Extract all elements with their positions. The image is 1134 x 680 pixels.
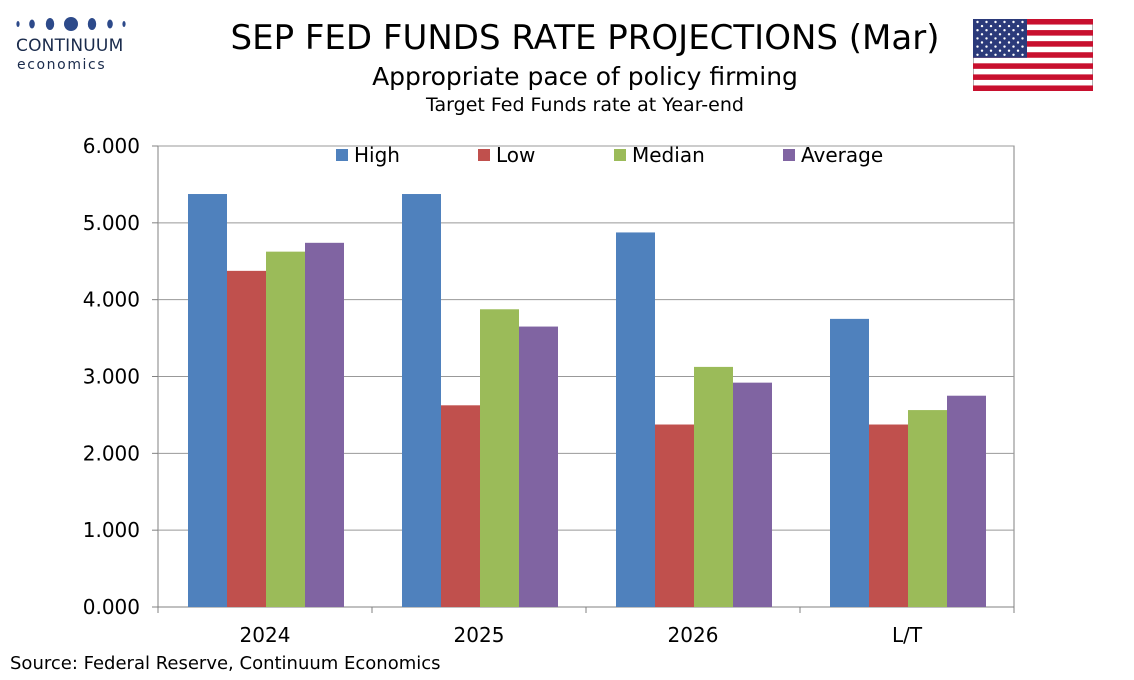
legend-label: Median	[632, 143, 705, 167]
bar-low-2025	[441, 405, 480, 607]
legend-label: High	[354, 143, 400, 167]
y-tick-label: 0.000	[83, 595, 140, 619]
bar-high-2026	[616, 232, 655, 607]
x-tick-label: 2025	[454, 623, 505, 647]
y-tick-label: 3.000	[83, 365, 140, 389]
legend-swatch	[783, 149, 795, 161]
bar-high-2024	[188, 194, 227, 608]
legend-swatch	[478, 149, 490, 161]
x-tick-label: 2024	[240, 623, 291, 647]
x-tick-label: 2026	[668, 623, 719, 647]
legend-item-average: Average	[783, 142, 883, 168]
bar-average-lt	[947, 395, 986, 607]
us-flag-icon	[973, 19, 1093, 91]
bar-average-2026	[733, 382, 772, 607]
legend-label: Low	[496, 143, 536, 167]
y-tick-label: 5.000	[83, 211, 140, 235]
bar-average-2024	[305, 242, 344, 607]
bar-high-2025	[402, 194, 441, 608]
chart-title: SEP FED FUNDS RATE PROJECTIONS (Mar)	[230, 18, 940, 58]
source-note: Source: Federal Reserve, Continuum Econo…	[10, 653, 441, 674]
chart-subtitle-secondary: Target Fed Funds rate at Year-end	[426, 94, 744, 116]
y-tick-label: 4.000	[83, 288, 140, 312]
legend-item-median: Median	[614, 142, 705, 168]
y-tick-label: 6.000	[83, 134, 140, 158]
legend-swatch	[336, 149, 348, 161]
bar-low-lt	[869, 424, 908, 607]
legend-label: Average	[801, 143, 884, 167]
logo-dots-icon	[16, 17, 126, 31]
bar-low-2024	[227, 270, 266, 607]
logo-subtitle: economics	[17, 57, 107, 73]
legend-item-high: High	[336, 142, 400, 168]
bar-high-lt	[830, 318, 869, 607]
y-tick-label: 1.000	[83, 518, 140, 542]
bar-median-2026	[694, 366, 733, 607]
bar-median-2024	[266, 251, 305, 608]
bar-low-2026	[655, 424, 694, 607]
x-tick-label: L/T	[892, 623, 923, 647]
legend-item-low: Low	[478, 142, 535, 168]
logo-wordmark: CONTINUUM	[16, 36, 124, 56]
chart-legend: High Low Median Average	[0, 142, 1134, 168]
legend-swatch	[614, 149, 626, 161]
chart-subtitle: Appropriate pace of policy firming	[372, 62, 798, 91]
bar-median-lt	[908, 410, 947, 607]
y-tick-label: 2.000	[83, 441, 140, 465]
bar-median-2025	[480, 309, 519, 607]
bar-average-2025	[519, 326, 558, 607]
